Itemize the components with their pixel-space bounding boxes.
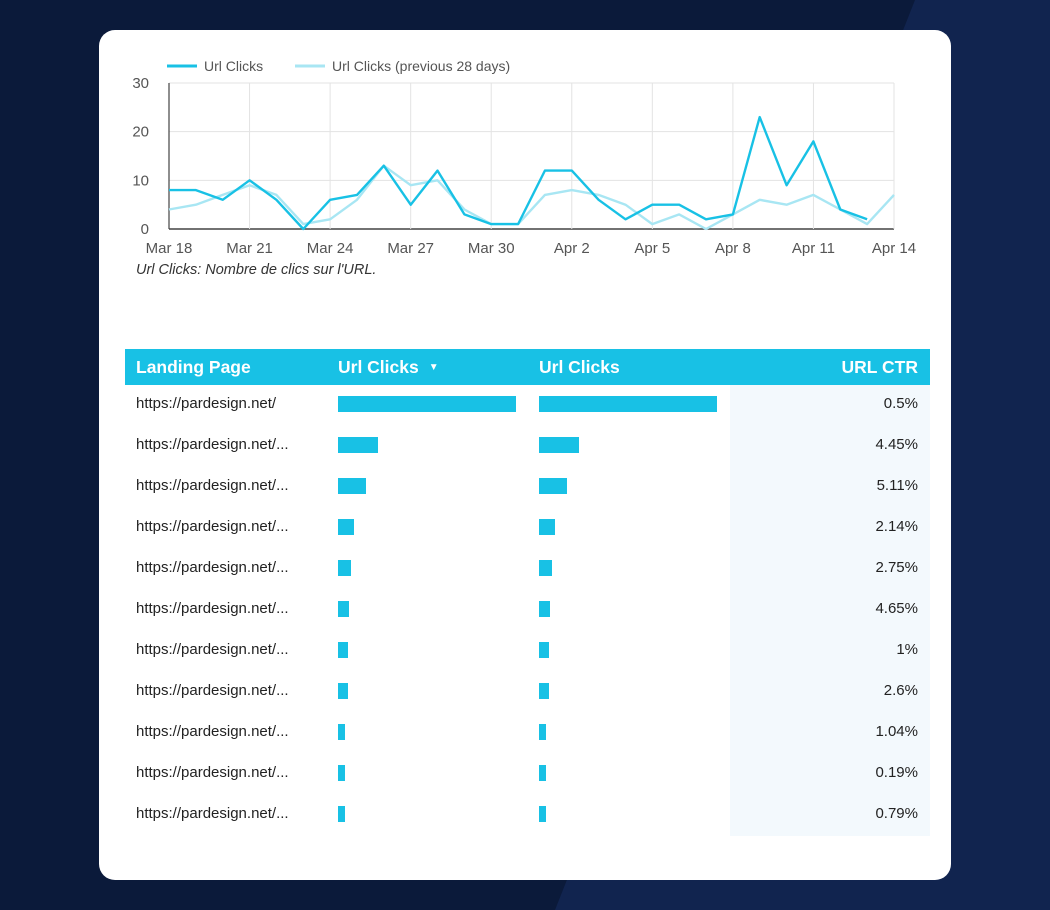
landing-page-cell: https://pardesign.net/... [136, 518, 289, 535]
table-row[interactable]: https://pardesign.net/... 5.11% [125, 467, 930, 508]
x-tick-label: Mar 24 [307, 240, 354, 257]
url-clicks-bar [338, 683, 348, 699]
landing-page-cell: https://pardesign.net/... [136, 600, 289, 617]
url-clicks-bar [338, 806, 345, 822]
landing-page-cell: https://pardesign.net/ [136, 395, 277, 412]
landing-page-cell: https://pardesign.net/... [136, 477, 289, 494]
header-url-clicks-sorted[interactable]: Url Clicks ▼ [338, 349, 439, 386]
header-landing-page[interactable]: Landing Page [136, 357, 251, 377]
url-ctr-cell: 0.79% [730, 795, 930, 836]
x-tick-label: Apr 11 [792, 240, 835, 257]
landing-page-cell: https://pardesign.net/... [136, 764, 289, 781]
report-card: 0 10 20 30 Mar 18 Mar 21 Mar 24 Mar 27 Mar 30 Apr… [99, 30, 951, 880]
url-clicks-bar [338, 724, 345, 740]
table-row[interactable]: https://pardesign.net/... 2.14% [125, 508, 930, 549]
table-row[interactable]: https://pardesign.net/... 0.19% [125, 754, 930, 795]
url-clicks-bar-2 [539, 478, 567, 494]
url-ctr-cell: 4.45% [730, 426, 930, 467]
table-row[interactable]: https://pardesign.net/... 4.65% [125, 590, 930, 631]
x-tick-label: Apr 5 [634, 240, 670, 257]
x-tick-label: Mar 30 [468, 240, 515, 257]
table-row[interactable]: https://pardesign.net/... 1.04% [125, 713, 930, 754]
url-ctr-cell: 0.19% [730, 754, 930, 795]
header-url-ctr[interactable]: URL CTR [841, 357, 918, 377]
legend-label: Url Clicks [204, 58, 263, 74]
url-clicks-bar-2 [539, 642, 549, 658]
x-tick-label: Apr 2 [554, 240, 590, 257]
table-row[interactable]: https://pardesign.net/0.5% [125, 385, 930, 426]
y-tick-label: 30 [132, 75, 149, 92]
url-clicks-bar [338, 437, 378, 453]
url-clicks-bar [338, 396, 516, 412]
table-row[interactable]: https://pardesign.net/... 4.45% [125, 426, 930, 467]
url-ctr-cell: 2.6% [730, 672, 930, 713]
y-tick-label: 10 [132, 172, 149, 189]
url-ctr-cell: 1.04% [730, 713, 930, 754]
y-tick-label: 20 [132, 124, 149, 141]
url-clicks-bar-2 [539, 437, 579, 453]
url-ctr-cell: 1% [730, 631, 930, 672]
table-row[interactable]: https://pardesign.net/... 1% [125, 631, 930, 672]
landing-page-cell: https://pardesign.net/... [136, 805, 289, 822]
url-ctr-cell: 4.65% [730, 590, 930, 631]
x-tick-label: Mar 18 [146, 240, 193, 257]
x-tick-label: Apr 14 [872, 240, 916, 257]
url-clicks-bar [338, 560, 351, 576]
landing-page-cell: https://pardesign.net/... [136, 436, 289, 453]
url-clicks-bar [338, 601, 349, 617]
header-url-clicks-sorted-label: Url Clicks [338, 357, 419, 377]
sort-desc-icon: ▼ [428, 362, 439, 373]
url-clicks-bar [338, 478, 366, 494]
table-row[interactable]: https://pardesign.net/... 2.75% [125, 549, 930, 590]
url-ctr-cell: 0.5% [730, 385, 930, 426]
url-clicks-bar [338, 765, 345, 781]
url-clicks-bar-2 [539, 683, 549, 699]
url-ctr-cell: 2.75% [730, 549, 930, 590]
landing-page-table: Landing Page Url Clicks ▼ Url Clicks URL … [125, 349, 930, 836]
url-clicks-bar-2 [539, 806, 546, 822]
url-clicks-bar-2 [539, 724, 546, 740]
y-tick-label: 0 [141, 221, 149, 238]
line-chart: 0 10 20 30 Mar 18 Mar 21 Mar 24 Mar 27 Mar 30 Apr… [132, 58, 916, 257]
chart-footnote: Url Clicks: Nombre de clics sur l'URL. [136, 262, 377, 278]
url-ctr-cell: 5.11% [730, 467, 930, 508]
series-url-clicks-line [169, 115, 868, 231]
table-row[interactable]: https://pardesign.net/... 0.79% [125, 795, 930, 836]
landing-page-cell: https://pardesign.net/... [136, 641, 289, 658]
landing-page-cell: https://pardesign.net/... [136, 682, 289, 699]
url-clicks-bar-2 [539, 765, 546, 781]
x-tick-label: Apr 8 [715, 240, 751, 257]
url-ctr-cell: 2.14% [730, 508, 930, 549]
landing-page-cell: https://pardesign.net/... [136, 559, 289, 576]
x-tick-label: Mar 27 [387, 240, 434, 257]
url-clicks-bar-2 [539, 396, 717, 412]
landing-page-cell: https://pardesign.net/... [136, 723, 289, 740]
url-clicks-bar [338, 642, 348, 658]
x-tick-label: Mar 21 [226, 240, 273, 257]
legend-label: Url Clicks (previous 28 days) [332, 58, 510, 74]
series-previous-28-days-line [168, 164, 895, 231]
url-clicks-bar-2 [539, 519, 555, 535]
url-clicks-bar-2 [539, 560, 552, 576]
table-row[interactable]: https://pardesign.net/... 2.6% [125, 672, 930, 713]
header-url-clicks[interactable]: Url Clicks [539, 357, 620, 377]
table-header: Landing Page Url Clicks ▼ Url Clicks URL … [125, 349, 930, 385]
url-clicks-bar-2 [539, 601, 550, 617]
url-clicks-bar [338, 519, 354, 535]
table-body: https://pardesign.net/0.5% https://pardes… [125, 385, 930, 836]
